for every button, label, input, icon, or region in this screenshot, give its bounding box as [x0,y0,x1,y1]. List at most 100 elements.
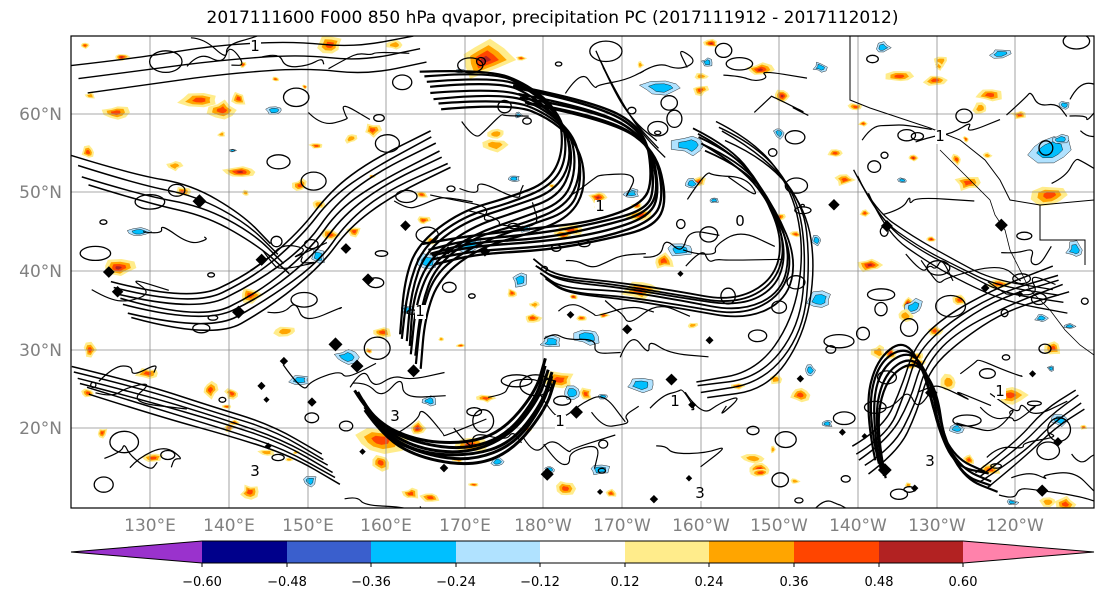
qvapor-contour [925,386,938,399]
qvapor-contour [753,95,809,116]
qvapor-contour [861,433,868,440]
qvapor-contour [249,242,328,272]
qvapor-contour [800,203,805,208]
qvapor-contour [90,381,97,389]
qvapor-contour [784,130,806,145]
contour-label-bg [925,455,936,469]
qvapor-contour [656,445,723,468]
qvapor-contour [207,314,219,321]
bc-coast [939,149,1011,251]
qvapor-contour [686,172,757,200]
lat-label: 60°N [19,105,62,125]
precip-patch [1004,392,1017,399]
precip-patch [482,397,490,400]
contour-label: 1 [250,37,260,55]
precip-patch [967,458,971,462]
qvapor-contour [911,484,919,492]
precip-patch [229,391,235,396]
qvapor-contour [71,154,272,245]
precip-patch [689,324,696,327]
qvapor-contour [270,235,283,248]
precip-patch [562,486,570,491]
colorbar-tick-label: 0.48 [865,575,894,590]
qvapor-contour [855,274,1059,455]
qvapor-contour [434,102,666,266]
qvapor-contour [825,344,837,354]
precip-patch [510,176,518,181]
qvapor-contour [786,275,806,290]
qvapor-contour [553,395,572,406]
precip-patch [811,294,827,305]
qvapor-contour [419,105,585,369]
qvapor-contour [569,405,583,419]
precip-patch [313,145,319,147]
qvapor-contour [340,243,352,254]
qvapor-contour [665,373,678,386]
contour-label: 1 [670,392,680,410]
qvapor-contour [867,160,882,174]
qvapor-contour [688,400,697,409]
precip-patch [149,456,157,460]
qvapor-contour [987,276,1056,296]
lon-label: 170°W [593,516,651,536]
qvapor-contour [353,380,446,398]
qvapor-contour [120,150,440,314]
qvapor-contour [565,253,646,268]
qvapor-contour [363,375,554,461]
precip-patch [519,57,524,59]
precip-patch [338,352,355,362]
precip-patch [115,266,122,270]
lon-label: 170°E [439,516,491,536]
qvapor-contour [457,57,484,74]
qvapor-contour [267,304,343,320]
qvapor-contour [192,322,211,334]
qvapor-contour [794,497,804,504]
lon-label: 180°W [514,516,572,536]
precip-patch [813,237,820,245]
precip-patch [389,42,400,48]
qvapor-contour [838,428,846,436]
colorbar-segment [202,541,287,563]
colorbar-tick-label: 0.60 [949,575,978,590]
qvapor-contour [540,467,554,481]
qvapor-contour [363,379,557,466]
qvapor-contour [604,300,691,322]
contour-label-bg [390,410,401,424]
canada-border [1039,205,1086,265]
qvapor-contour [443,246,453,255]
qvapor-contour [307,105,371,125]
precip-patch [976,104,984,112]
precip-patch [426,496,434,500]
qvapor-contour [569,173,635,197]
qvapor-contour [207,272,216,278]
qvapor-contour [232,305,246,319]
qvapor-contour [1000,308,1009,318]
precip-patch [379,330,386,335]
qvapor-contour [557,304,655,317]
qvapor-contour [77,377,329,466]
qvapor-contour [264,442,272,450]
precip-patch [554,376,565,383]
qvapor-contour [866,54,879,64]
qvapor-contour [77,164,279,255]
qvapor-contour [453,427,522,446]
precip-patch [351,230,357,234]
contour-label: 1 [595,197,605,215]
qvapor-contour [564,70,644,94]
qvapor-contour [1080,297,1089,305]
contour-label-bg [250,465,261,479]
precip-patch [1055,136,1066,143]
qvapor-contour [349,371,445,388]
precip-patch [930,238,933,240]
qvapor-contour [461,114,529,137]
qvapor-contour [602,66,666,158]
precip-patch [894,74,905,79]
lon-label: 150°W [750,516,808,536]
precip-patch [544,338,557,346]
qvapor-contour [622,324,633,335]
qvapor-contour [851,265,1054,447]
qvapor-contour [917,385,992,407]
precip-patch [529,316,536,320]
precip-patch [439,337,443,341]
qvapor-contour [1012,273,1032,285]
